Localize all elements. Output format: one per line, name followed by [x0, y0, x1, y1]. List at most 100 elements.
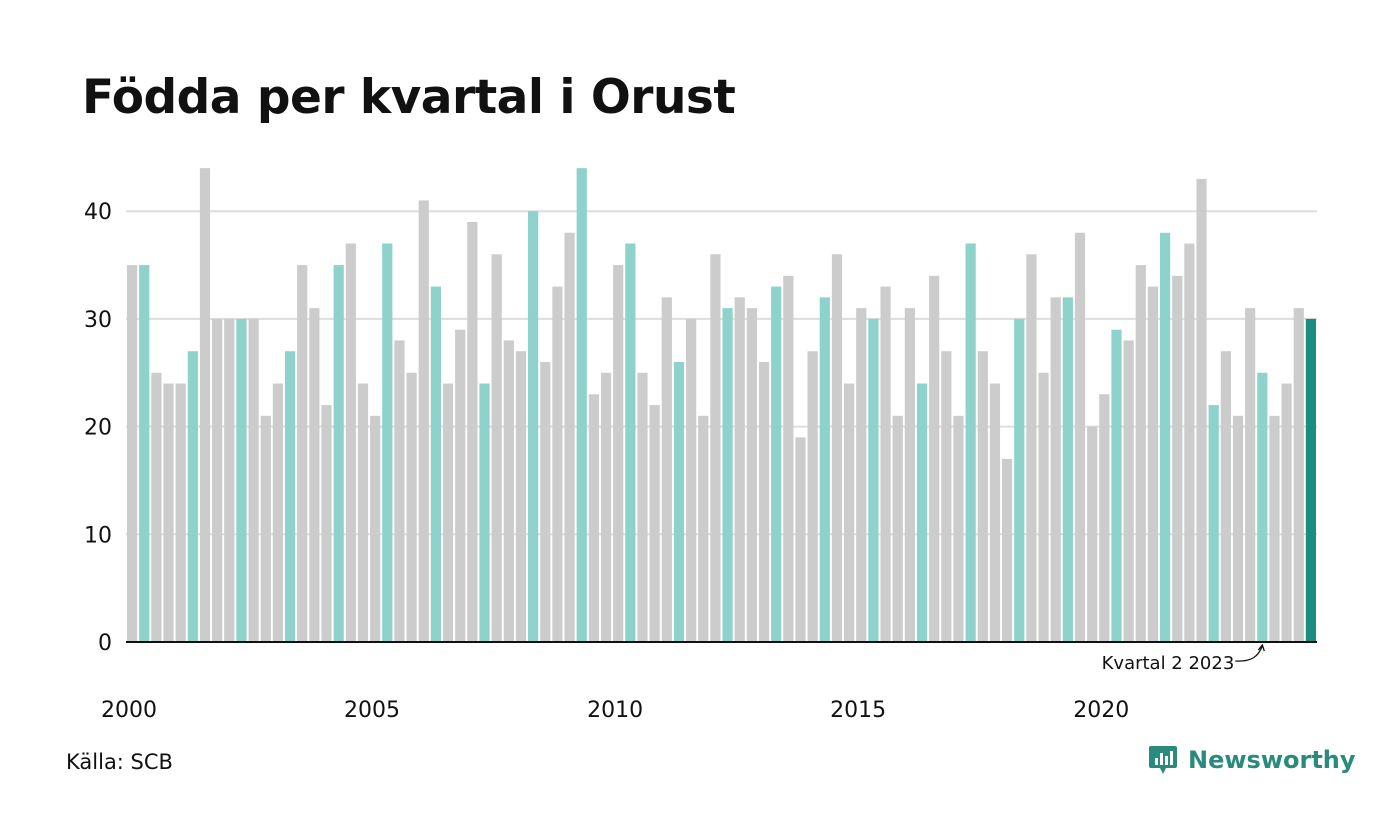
bar [904, 308, 915, 642]
bar [503, 340, 514, 642]
bar [394, 340, 405, 642]
bar [151, 372, 162, 642]
y-tick-label: 10 [84, 523, 112, 548]
chart-title: Födda per kvartal i Orust [82, 70, 736, 125]
y-axis-ticks: 0 10 20 30 40 [84, 200, 112, 656]
bar [576, 168, 587, 642]
bar [929, 275, 940, 642]
bar [613, 265, 624, 642]
bar [868, 318, 879, 642]
bar [455, 329, 466, 642]
bar [819, 297, 830, 642]
bar [1111, 329, 1122, 642]
bar [1245, 308, 1256, 642]
bar [1026, 254, 1037, 642]
bar [406, 372, 417, 642]
bar [1014, 318, 1025, 642]
bar [442, 383, 454, 642]
bar [1172, 275, 1183, 642]
bar [1074, 232, 1086, 643]
bar [1147, 286, 1159, 642]
bar [941, 351, 952, 642]
bar [224, 318, 235, 642]
bar [831, 254, 843, 642]
bar [175, 383, 186, 642]
bar [345, 243, 356, 642]
bar [1196, 178, 1207, 642]
y-tick-label: 30 [84, 308, 112, 333]
newsworthy-logo-icon [1149, 746, 1177, 774]
brand-name: Newsworthy [1188, 746, 1356, 774]
annotation: Kvartal 2 2023 [1102, 643, 1265, 674]
bar [1123, 340, 1134, 642]
bar [673, 361, 685, 642]
bar [139, 265, 150, 642]
bar [467, 221, 478, 642]
bar [1305, 318, 1317, 642]
bar [199, 168, 211, 642]
source-label: Källa: SCB [66, 750, 173, 774]
bar [953, 415, 964, 642]
bar [1050, 297, 1061, 642]
bar [187, 351, 198, 642]
bar [357, 383, 369, 642]
bar [309, 308, 320, 642]
bar [880, 286, 891, 642]
bar [649, 405, 660, 642]
bar [625, 243, 636, 642]
bar [1269, 415, 1280, 642]
bar [783, 275, 794, 642]
x-tick-label: 2005 [344, 698, 400, 723]
bar [333, 265, 344, 642]
bar [552, 286, 563, 642]
x-tick-label: 2015 [830, 698, 886, 723]
bar [236, 318, 247, 642]
bar [1281, 383, 1292, 642]
bar [284, 351, 296, 642]
bar [491, 254, 502, 642]
bar [272, 383, 284, 642]
annotation-arrowhead [1257, 643, 1265, 652]
annotation-label: Kvartal 2 2023 [1102, 653, 1235, 674]
bar [163, 383, 174, 642]
bar [588, 394, 599, 642]
bar [382, 243, 393, 642]
y-tick-label: 40 [84, 200, 112, 225]
bar [515, 351, 527, 642]
annotation-arrow [1235, 645, 1263, 662]
bar [1257, 372, 1268, 642]
bar [977, 351, 988, 642]
bar [734, 297, 745, 642]
bar [1208, 405, 1219, 642]
bar [965, 243, 976, 642]
bar [1135, 265, 1146, 642]
bar [418, 200, 429, 642]
bar [771, 286, 782, 642]
y-tick-label: 20 [84, 416, 112, 441]
bar [758, 361, 770, 642]
bar [746, 308, 757, 642]
bars [126, 168, 1317, 643]
bar [989, 383, 1001, 642]
bar [807, 351, 818, 642]
bar [1159, 232, 1171, 643]
bar [1062, 297, 1073, 642]
bar [600, 372, 612, 642]
bar [1001, 458, 1013, 642]
bar [1087, 426, 1098, 642]
bar [212, 318, 223, 642]
bar [916, 383, 928, 642]
bar [248, 318, 259, 642]
brand-logo: Newsworthy [1148, 744, 1356, 776]
bar [710, 254, 721, 642]
bar [564, 232, 575, 643]
bar [686, 318, 697, 642]
bar [661, 297, 672, 642]
bar [1038, 372, 1049, 642]
x-axis-ticks: 2000 2005 2010 2015 2020 [101, 698, 1129, 723]
bar [321, 405, 332, 642]
bar [1099, 394, 1110, 642]
bar [856, 308, 867, 642]
bar [1232, 415, 1244, 642]
x-tick-label: 2000 [101, 698, 157, 723]
